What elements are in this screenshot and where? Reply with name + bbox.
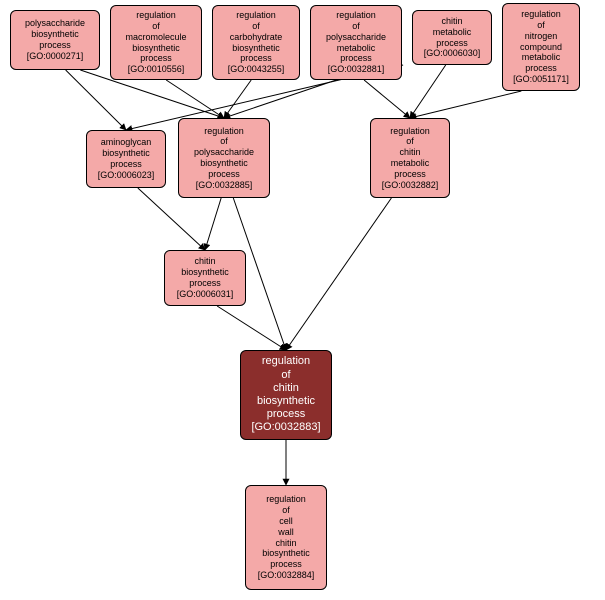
node-label-line: [GO:0032882]	[382, 180, 439, 191]
node-label-line: process	[436, 38, 468, 49]
edge	[410, 65, 446, 118]
node-label-line: of	[281, 369, 290, 382]
node-label-line: carbohydrate	[230, 32, 283, 43]
go-term-node[interactable]: chitinbiosyntheticprocess[GO:0006031]	[164, 250, 246, 306]
node-label-line: biosynthetic	[31, 29, 79, 40]
node-label-line: biosynthetic	[200, 158, 248, 169]
node-label-line: process	[208, 169, 240, 180]
node-label-line: process	[240, 53, 272, 64]
node-label-line: wall	[278, 527, 294, 538]
go-term-node[interactable]: aminoglycanbiosyntheticprocess[GO:000602…	[86, 130, 166, 188]
node-label-line: biosynthetic	[132, 43, 180, 54]
edge	[410, 91, 521, 118]
node-label-line: metabolic	[391, 158, 430, 169]
node-label-line: regulation	[336, 10, 376, 21]
edge	[224, 80, 336, 118]
go-term-node[interactable]: regulationofcarbohydratebiosyntheticproc…	[212, 5, 300, 80]
node-label-line: aminoglycan	[101, 137, 152, 148]
node-label-line: [GO:0051171]	[513, 74, 569, 85]
node-label-line: [GO:0032883]	[251, 421, 320, 434]
node-label-line: [GO:0032884]	[258, 570, 315, 581]
node-label-line: process	[39, 40, 71, 51]
node-label-line: [GO:0006030]	[424, 48, 481, 59]
go-term-node[interactable]: chitinmetabolicprocess[GO:0006030]	[412, 10, 492, 65]
node-label-line: polysaccharide	[194, 147, 254, 158]
node-label-line: of	[152, 21, 160, 32]
node-label-line: regulation	[266, 494, 306, 505]
node-label-line: process	[525, 63, 557, 74]
node-label-line: biosynthetic	[181, 267, 229, 278]
go-term-node[interactable]: regulationofchitinbiosyntheticprocess[GO…	[240, 350, 332, 440]
node-label-line: of	[406, 136, 414, 147]
node-label-line: process	[267, 408, 306, 421]
node-label-line: [GO:0010556]	[128, 64, 185, 75]
node-label-line: macromolecule	[125, 32, 186, 43]
node-label-line: [GO:0043255]	[228, 64, 285, 75]
node-label-line: process	[110, 159, 142, 170]
go-term-node[interactable]: regulationofpolysaccharidemetabolicproce…	[310, 5, 402, 80]
node-label-line: process	[340, 53, 372, 64]
node-label-line: of	[537, 20, 545, 31]
node-label-line: chitin	[194, 256, 215, 267]
node-label-line: process	[140, 53, 172, 64]
node-label-line: metabolic	[433, 27, 472, 38]
node-label-line: regulation	[262, 355, 310, 368]
node-label-line: chitin	[275, 538, 296, 549]
node-label-line: biosynthetic	[102, 148, 150, 159]
node-label-line: process	[189, 278, 221, 289]
node-label-line: metabolic	[522, 52, 561, 63]
node-label-line: chitin	[399, 147, 420, 158]
go-term-node[interactable]: regulationofnitrogencompoundmetabolicpro…	[502, 3, 580, 91]
go-term-node[interactable]: regulationofmacromoleculebiosyntheticpro…	[110, 5, 202, 80]
node-label-line: [GO:0032885]	[196, 180, 253, 191]
edge	[286, 198, 391, 350]
node-label-line: regulation	[236, 10, 276, 21]
node-label-line: [GO:0032881]	[328, 64, 385, 75]
node-label-line: chitin	[273, 382, 299, 395]
node-label-line: regulation	[204, 126, 244, 137]
node-label-line: regulation	[136, 10, 176, 21]
node-label-line: chitin	[441, 16, 462, 27]
node-label-line: [GO:0006023]	[98, 170, 155, 181]
node-label-line: cell	[279, 516, 293, 527]
node-label-line: metabolic	[337, 43, 376, 54]
node-label-line: biosynthetic	[257, 395, 315, 408]
node-label-line: of	[352, 21, 360, 32]
edge	[166, 80, 224, 118]
node-label-line: biosynthetic	[262, 548, 310, 559]
go-term-node[interactable]: regulationofpolysaccharidebiosyntheticpr…	[178, 118, 270, 198]
edge	[224, 80, 251, 118]
node-label-line: regulation	[521, 9, 561, 20]
node-label-line: [GO:0006031]	[177, 289, 234, 300]
go-term-node[interactable]: regulationofcellwallchitinbiosyntheticpr…	[245, 485, 327, 590]
edge	[364, 80, 410, 118]
go-term-node[interactable]: regulationofchitinmetabolicprocess[GO:00…	[370, 118, 450, 198]
node-label-line: polysaccharide	[326, 32, 386, 43]
go-term-node[interactable]: polysaccharidebiosyntheticprocess[GO:000…	[10, 10, 100, 70]
node-label-line: [GO:0000271]	[27, 51, 84, 62]
edge	[217, 306, 286, 350]
node-label-line: process	[394, 169, 426, 180]
node-label-line: regulation	[390, 126, 430, 137]
node-label-line: nitrogen	[525, 31, 558, 42]
edge	[205, 198, 221, 250]
node-label-line: process	[270, 559, 302, 570]
node-label-line: of	[252, 21, 260, 32]
node-label-line: of	[282, 505, 290, 516]
node-label-line: biosynthetic	[232, 43, 280, 54]
node-label-line: of	[220, 136, 228, 147]
node-label-line: compound	[520, 42, 562, 53]
node-label-line: polysaccharide	[25, 18, 85, 29]
